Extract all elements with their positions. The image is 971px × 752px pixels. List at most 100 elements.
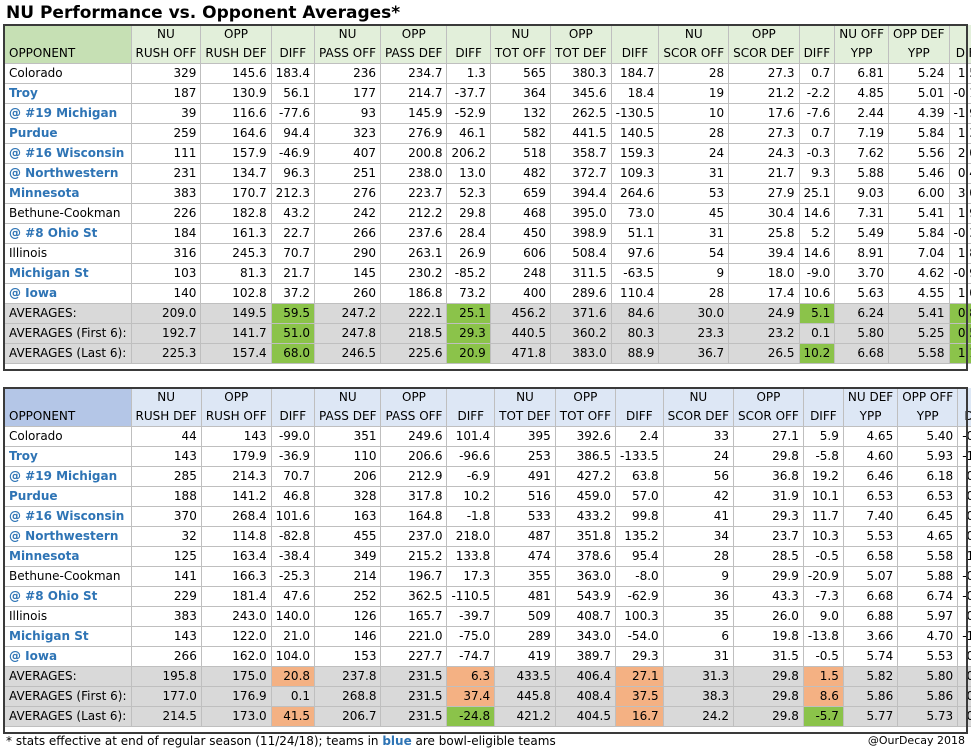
column-header: OPP [379, 25, 448, 44]
table-row: @ #16 Wisconsin 370 268.4 101.6 163 164.8 -1.8… [4, 506, 971, 527]
stat-cell: 110 [314, 446, 382, 467]
average-cell: 6.24 [834, 303, 890, 324]
stat-cell: -20.9 [802, 566, 844, 587]
table-row: Colorado 44 143 -99.0 351 249.6 101.4 395 392.6 2… [4, 426, 971, 447]
stat-cell: 236 [314, 63, 381, 84]
stat-cell: 46.8 [270, 486, 316, 507]
column-header: YPP [897, 407, 959, 427]
stat-cell: -0.16 [948, 83, 971, 104]
stat-cell: 5.41 [888, 203, 950, 224]
credit: @OurDecay 2018 [867, 734, 965, 747]
column-header: OPP OFF [897, 388, 959, 407]
stat-cell: -1.04 [957, 626, 971, 647]
stat-cell: -0.81 [957, 566, 971, 587]
stat-cell: 263.1 [379, 243, 448, 264]
stat-cell: 543.9 [554, 586, 616, 607]
stat-cell: 157.9 [200, 143, 272, 164]
stat-cell: 221.0 [380, 626, 448, 647]
stat-cell: 95.4 [614, 546, 664, 567]
stat-cell: 229 [130, 586, 202, 607]
stat-cell: 161.3 [200, 223, 272, 244]
stat-cell: 268.4 [200, 506, 272, 527]
column-header: DIFF [802, 407, 844, 427]
column-header: DIFF [270, 407, 316, 427]
stat-cell: 21.7 [728, 163, 800, 184]
stat-cell: 14.6 [798, 203, 836, 224]
stat-cell: -62.9 [614, 586, 664, 607]
table-row: Purdue 188 141.2 46.8 328 317.8 10.2 516 459.0 57… [4, 486, 971, 507]
average-cell: 84.6 [610, 303, 660, 324]
average-cell: 222.1 [379, 303, 448, 324]
stat-cell: 508.4 [549, 243, 612, 264]
average-cell: 157.4 [200, 343, 272, 364]
stat-cell: 2.44 [834, 103, 890, 124]
stat-cell: 42 [662, 486, 734, 507]
stat-cell: 28 [658, 63, 730, 84]
stat-cell: 351 [314, 426, 382, 447]
stat-cell: 6.58 [842, 546, 899, 567]
stat-cell: 141.2 [200, 486, 272, 507]
stat-cell: 3.66 [842, 626, 899, 647]
stat-cell: 230.2 [379, 263, 448, 284]
average-cell: -5.7 [802, 706, 844, 727]
stat-cell: 7.31 [834, 203, 890, 224]
stat-cell: 10.3 [802, 526, 844, 547]
stat-cell: 212.2 [379, 203, 448, 224]
stat-cell: 93 [314, 103, 381, 124]
average-cell: 225.6 [379, 343, 448, 364]
stat-cell: 215.2 [380, 546, 448, 567]
stat-cell: 143 [200, 426, 272, 447]
averages-label: AVERAGES: [4, 666, 132, 687]
average-cell: 0.02 [957, 666, 971, 687]
stat-cell: -0.75 [957, 426, 971, 447]
stat-cell: 4.85 [834, 83, 890, 104]
average-cell: 37.5 [614, 686, 664, 707]
stat-cell: 285 [130, 466, 202, 487]
stat-cell: 179.9 [200, 446, 272, 467]
stat-cell: 162.0 [200, 646, 272, 667]
stat-cell: 6.81 [834, 63, 890, 84]
stat-cell: 166.3 [200, 566, 272, 587]
stat-cell: 141 [130, 566, 202, 587]
stat-cell: 41 [662, 506, 734, 527]
stat-cell: 164.8 [380, 506, 448, 527]
stat-cell: -96.6 [446, 446, 496, 467]
stat-cell: 116.6 [200, 103, 272, 124]
stat-cell: 7.40 [842, 506, 899, 527]
column-header [957, 388, 971, 407]
stat-cell: 27.3 [728, 63, 800, 84]
stat-cell: 13.0 [446, 163, 491, 184]
stat-cell: 408.7 [554, 606, 616, 627]
stat-cell: 317.8 [380, 486, 448, 507]
stat-cell: -25.3 [270, 566, 316, 587]
table-row: Minnesota 125 163.4 -38.4 349 215.2 133.8 474 37… [4, 546, 971, 567]
stat-cell: 7.19 [834, 123, 890, 144]
stat-cell: 56.1 [270, 83, 316, 104]
stat-cell: 34 [662, 526, 734, 547]
stat-cell: 135.2 [614, 526, 664, 547]
column-header: PASS OFF [314, 44, 381, 64]
stat-cell: 427.2 [554, 466, 616, 487]
stat-cell: 212.9 [380, 466, 448, 487]
average-cell: 247.8 [314, 323, 381, 344]
average-cell: 59.5 [270, 303, 316, 324]
average-cell: 5.86 [897, 686, 959, 707]
average-cell: 268.8 [314, 686, 382, 707]
stat-cell: 386.5 [554, 446, 616, 467]
header-row: OPPONENT RUSH DEF RUSH OFF DIFF PASS DEF PASS… [4, 407, 971, 427]
stat-cell: 27.3 [728, 123, 800, 144]
average-cell: 0.83 [948, 303, 971, 324]
stat-cell: 266 [130, 646, 202, 667]
stat-cell: 248 [489, 263, 551, 284]
team-name: Illinois [4, 606, 132, 627]
stat-cell: 114.8 [200, 526, 272, 547]
stat-cell: 39.4 [728, 243, 800, 264]
average-cell: 5.82 [842, 666, 899, 687]
stat-cell: 5.46 [888, 163, 950, 184]
stat-cell: 223.7 [379, 183, 448, 204]
stat-cell: 26.9 [446, 243, 491, 264]
stat-cell: 6.00 [888, 183, 950, 204]
stat-cell: -9.0 [798, 263, 836, 284]
stat-cell: 32 [130, 526, 202, 547]
stat-cell: -0.92 [948, 263, 971, 284]
